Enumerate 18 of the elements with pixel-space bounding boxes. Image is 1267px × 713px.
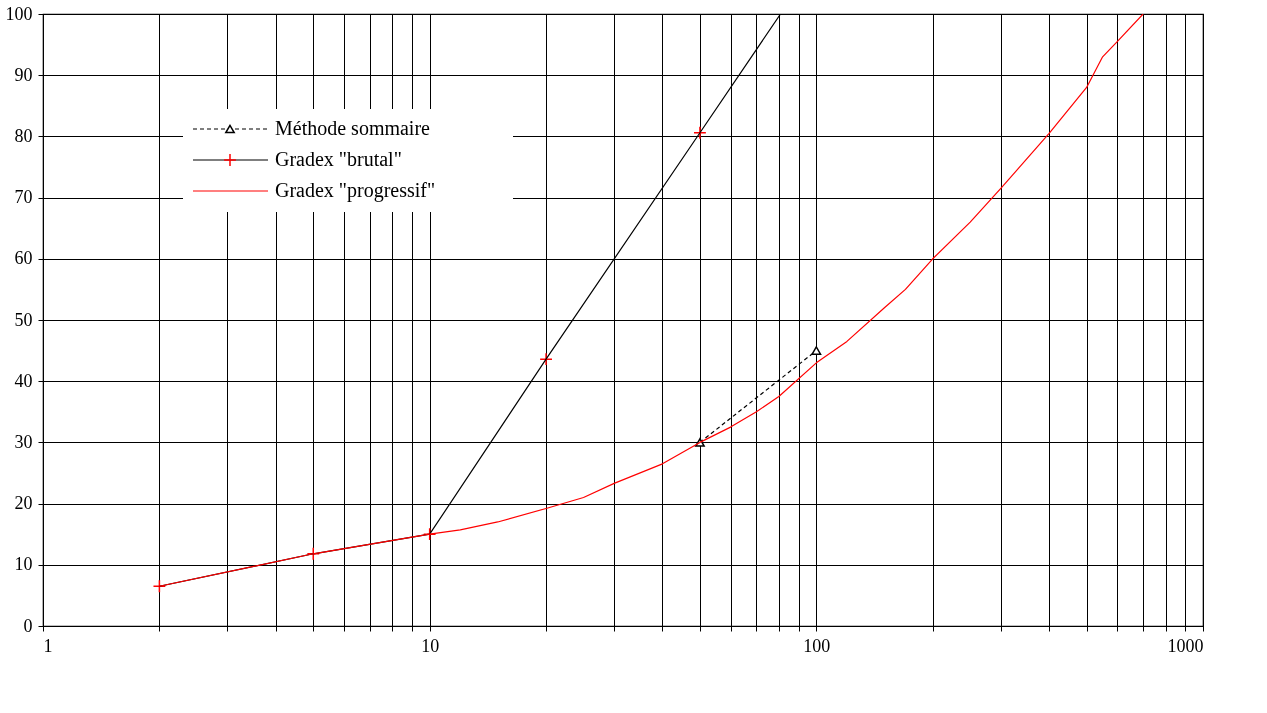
y-tick-label: 20	[14, 493, 33, 514]
y-tick-label: 10	[14, 554, 33, 575]
y-tick-label: 80	[14, 125, 33, 146]
y-tick-label: 30	[14, 431, 33, 452]
legend-label: Méthode sommaire	[275, 117, 431, 139]
legend-label: Gradex "progressif"	[275, 179, 436, 202]
legend-label: Gradex "brutal"	[275, 148, 402, 170]
y-tick-label: 0	[23, 615, 33, 636]
y-tick-label: 60	[14, 248, 33, 269]
x-tick-label: 1000	[1167, 635, 1204, 656]
y-tick-label: 90	[14, 64, 33, 85]
y-tick-label: 70	[14, 187, 33, 208]
y-tick-label: 50	[14, 309, 33, 330]
y-tick-label: 40	[14, 370, 33, 391]
y-tick-label: 100	[5, 3, 33, 24]
x-tick-label: 1	[43, 635, 53, 656]
x-tick-label: 100	[803, 635, 831, 656]
x-tick-label: 10	[421, 635, 440, 656]
